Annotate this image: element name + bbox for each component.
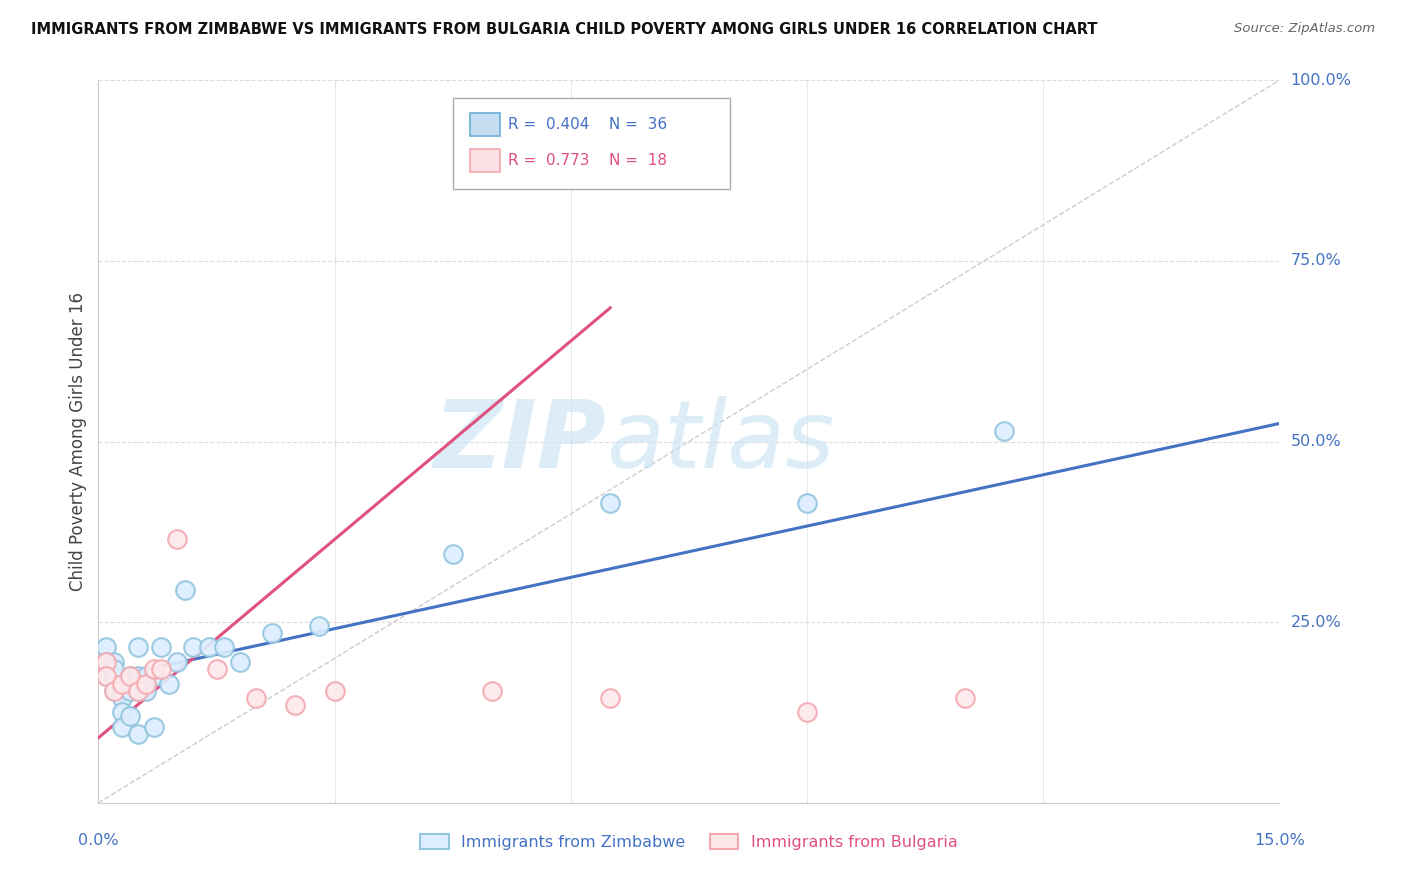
Point [103,669,125,683]
FancyBboxPatch shape [471,149,501,172]
Point [127,683,149,698]
Point [245,691,267,706]
Point [135,669,157,683]
Point [118,669,141,683]
Point [96,655,118,669]
Point [323,683,346,698]
Text: atlas: atlas [606,396,835,487]
Legend: Immigrants from Zimbabwe, Immigrants from Bulgaria: Immigrants from Zimbabwe, Immigrants fro… [413,828,965,856]
FancyBboxPatch shape [471,112,501,136]
Point [111,683,134,698]
Point [441,547,464,561]
Point [103,662,125,676]
Point [111,676,134,690]
Text: 75.0%: 75.0% [1291,253,1341,268]
Text: 100.0%: 100.0% [1291,73,1351,87]
Point [96,640,118,655]
Point [118,669,141,683]
Text: IMMIGRANTS FROM ZIMBABWE VS IMMIGRANTS FROM BULGARIA CHILD POVERTY AMONG GIRLS U: IMMIGRANTS FROM ZIMBABWE VS IMMIGRANTS F… [31,22,1098,37]
Point [111,691,134,706]
Point [96,669,118,683]
Text: 15.0%: 15.0% [1254,833,1305,848]
Text: Source: ZipAtlas.com: Source: ZipAtlas.com [1234,22,1375,36]
Point [481,683,503,698]
Point [127,683,149,698]
Point [993,424,1015,438]
Point [118,683,141,698]
Point [111,720,134,734]
Point [135,676,157,690]
Point [157,676,180,690]
Point [135,683,157,698]
Point [166,532,188,546]
Text: R =  0.404    N =  36: R = 0.404 N = 36 [508,117,668,132]
Text: 25.0%: 25.0% [1291,615,1341,630]
Point [796,496,818,510]
Text: 50.0%: 50.0% [1291,434,1341,449]
Point [142,720,165,734]
Point [127,669,149,683]
Point [142,669,165,683]
Point [229,655,252,669]
Point [284,698,307,713]
Point [181,640,204,655]
Point [197,640,219,655]
Point [118,709,141,723]
Point [127,640,149,655]
Text: ZIP: ZIP [433,395,606,488]
Point [142,662,165,676]
Point [150,640,173,655]
Point [796,706,818,720]
Text: R =  0.773    N =  18: R = 0.773 N = 18 [508,153,668,168]
Point [953,691,976,706]
Y-axis label: Child Poverty Among Girls Under 16: Child Poverty Among Girls Under 16 [69,292,87,591]
Point [214,640,236,655]
Point [599,691,621,706]
Point [103,683,125,698]
Point [111,706,134,720]
Point [166,655,188,669]
Point [96,655,118,669]
Text: 0.0%: 0.0% [79,833,118,848]
Point [96,669,118,683]
Point [103,683,125,698]
Point [308,619,330,633]
Point [205,662,228,676]
Point [599,496,621,510]
Point [127,727,149,741]
FancyBboxPatch shape [453,98,730,189]
Point [174,582,197,597]
Point [150,662,173,676]
Point [103,655,125,669]
Point [260,626,283,640]
